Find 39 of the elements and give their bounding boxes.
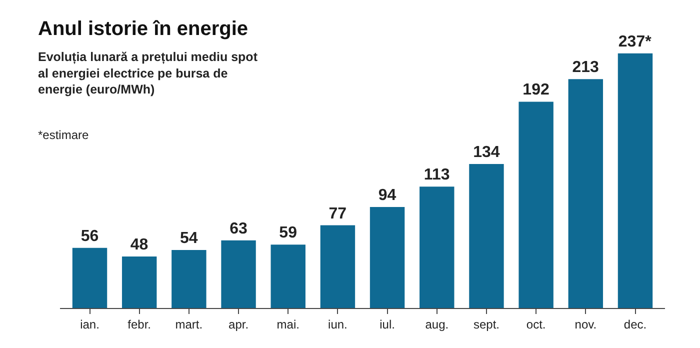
data-label: 237* [618,33,652,50]
x-tick-label: nov. [574,317,597,332]
x-tick-label: iun. [328,317,348,332]
x-tick-label: mart. [175,317,203,332]
x-tick-label: dec. [624,317,647,332]
bar [270,244,306,308]
bar [122,256,157,308]
data-label: 59 [279,224,298,242]
data-label: 56 [80,228,99,245]
x-tick-label: apr. [228,317,249,332]
chart-title: Anul istorie în energie [38,18,248,40]
bar [172,250,206,308]
data-label: 54 [180,230,198,247]
bar [320,225,356,308]
data-label: 134 [473,144,500,162]
text: Evoluția lunară a prețului mediu spot al energiei electrice pe bursa de energie (euro/MWh) [38,50,258,96]
data-label: 48 [130,236,148,254]
data-label: 113 [424,166,450,184]
data-label: 213 [572,59,600,76]
bar [469,164,504,308]
bar [518,102,554,308]
x-tick-label: febr. [128,317,152,332]
bar [568,79,604,308]
bar [420,186,454,308]
bar [618,53,653,308]
x-tick-label: iul. [380,317,395,332]
data-label: 63 [230,220,248,238]
bar [72,248,108,308]
bar [370,207,405,308]
data-label: 94 [378,187,396,204]
data-label: 192 [522,82,550,99]
bar [221,240,256,308]
x-tick-label: mai. [276,317,300,332]
x-tick-label: sept. [473,317,500,332]
x-tick-label: aug. [425,317,449,332]
annotation: *estimare [38,128,90,142]
x-tick-label: ian. [80,317,100,332]
x-tick-label: oct. [526,317,546,332]
data-label: 77 [328,205,347,222]
